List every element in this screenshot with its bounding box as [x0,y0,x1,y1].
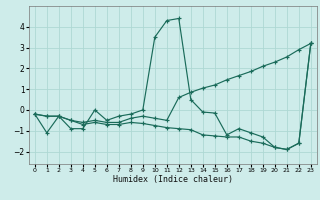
X-axis label: Humidex (Indice chaleur): Humidex (Indice chaleur) [113,175,233,184]
